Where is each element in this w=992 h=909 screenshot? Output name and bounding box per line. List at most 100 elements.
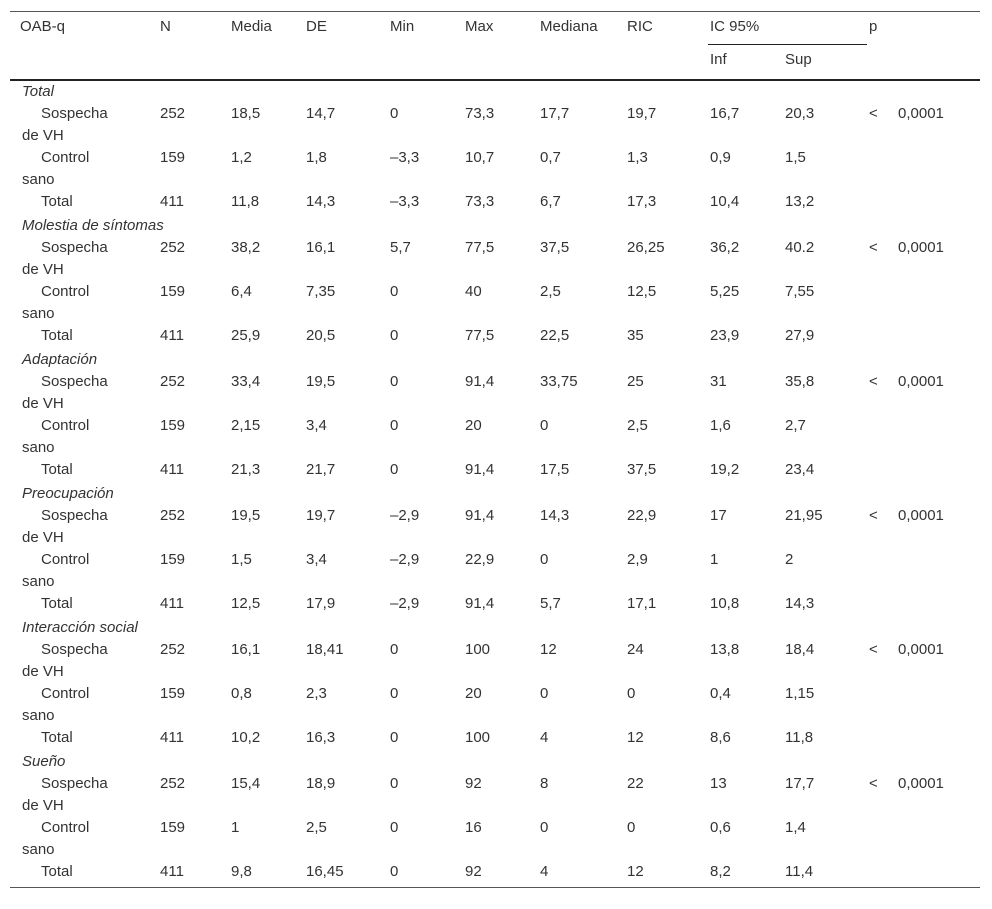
cell: 0 xyxy=(390,641,399,658)
cell: 0 xyxy=(627,685,636,702)
cell: 0 xyxy=(390,461,399,478)
cell: 23,4 xyxy=(785,461,815,478)
column-header: Inf xyxy=(710,51,727,68)
row-label-text: Control sano xyxy=(22,551,90,590)
row-label: Control sano xyxy=(10,147,158,191)
cell: 19,7 xyxy=(627,105,657,122)
cell: 18,4 xyxy=(785,641,815,658)
group-row: Molestia de síntomas xyxy=(10,215,980,237)
empty-cell xyxy=(896,549,980,593)
cell: 8 xyxy=(540,775,549,792)
cell: 7,35 xyxy=(306,283,336,300)
cell: 159 xyxy=(160,685,186,702)
cell: 17 xyxy=(710,507,727,524)
column-header: N xyxy=(158,11,229,80)
cell: 1,6 xyxy=(710,417,731,434)
cell: 16,45 xyxy=(304,861,388,888)
cell: 91,4 xyxy=(465,595,495,612)
empty-cell xyxy=(867,549,896,593)
cell: 100 xyxy=(465,641,491,658)
row-label: Control sano xyxy=(10,415,158,459)
row-label-text: Sospecha de VH xyxy=(22,641,108,680)
cell: 38,2 xyxy=(231,239,261,256)
row-label-text: Sospecha de VH xyxy=(22,507,108,546)
cell: 24 xyxy=(627,641,644,658)
empty-cell xyxy=(896,281,980,325)
cell: < xyxy=(869,105,878,122)
cell: 17,7 xyxy=(785,775,815,792)
cell: 1,2 xyxy=(231,149,252,166)
cell: 1,3 xyxy=(627,149,648,166)
data-row: Control sano 159 1 2,5 0 16 0 0 0,6 1,4 xyxy=(10,817,980,861)
cell: 18,5 xyxy=(231,105,261,122)
row-label: Sospecha de VH xyxy=(10,371,158,415)
row-label-text: Sospecha de VH xyxy=(22,239,108,278)
cell: –2,9 xyxy=(390,551,420,568)
empty-cell xyxy=(867,459,896,483)
empty-cell xyxy=(896,727,980,751)
empty-cell xyxy=(867,683,896,727)
row-label: Control sano xyxy=(10,281,158,325)
cell: 10,4 xyxy=(710,193,740,210)
cell: 2,3 xyxy=(306,685,327,702)
data-row: Total 411 11,8 14,3 –3,3 73,3 6,7 17,3 10,4 13,2 xyxy=(10,191,980,215)
column-header: p xyxy=(867,11,981,80)
group-row: Total xyxy=(10,80,980,103)
cell: 2,5 xyxy=(306,819,327,836)
cell: 20,3 xyxy=(785,105,815,122)
cell: 6,4 xyxy=(231,283,252,300)
cell: 0 xyxy=(390,685,399,702)
cell: 22,9 xyxy=(465,551,495,568)
empty-cell xyxy=(896,147,980,191)
data-row: Sospecha de VH 252 16,1 18,41 0 100 12 24 13,8 18… xyxy=(10,639,980,683)
cell: 3,4 xyxy=(306,551,327,568)
cell: 21,3 xyxy=(231,461,261,478)
cell: 5,7 xyxy=(540,595,561,612)
cell: 16 xyxy=(465,819,482,836)
cell: 19,5 xyxy=(231,507,261,524)
row-label: Total xyxy=(10,861,158,888)
empty-cell xyxy=(867,861,897,888)
cell: 0 xyxy=(390,327,399,344)
cell: 16,3 xyxy=(306,729,336,746)
column-header: Mediana xyxy=(538,11,625,80)
header-row: Inf Sup xyxy=(10,45,980,81)
cell: 22,9 xyxy=(627,507,657,524)
cell: 2,5 xyxy=(627,417,648,434)
cell: 17,7 xyxy=(540,105,570,122)
cell: 37,5 xyxy=(540,239,570,256)
column-header: Max xyxy=(463,11,538,80)
cell: 17,9 xyxy=(306,595,336,612)
cell: 252 xyxy=(160,239,186,256)
cell: 252 xyxy=(160,105,186,122)
row-label-text: Sospecha de VH xyxy=(22,105,108,144)
cell: 27,9 xyxy=(785,327,815,344)
cell: 0,0001 xyxy=(898,373,944,390)
cell: 14,3 xyxy=(540,507,570,524)
cell: 0 xyxy=(390,373,399,390)
empty-cell xyxy=(896,459,980,483)
row-label-text: Control sano xyxy=(22,819,90,858)
empty-cell xyxy=(896,861,981,888)
row-label: Control sano xyxy=(10,549,158,593)
cell: 0,0001 xyxy=(898,641,944,658)
row-label: Total xyxy=(10,191,158,215)
cell: 1 xyxy=(231,819,240,836)
cell: 1,15 xyxy=(785,685,815,702)
cell: 2,7 xyxy=(785,417,806,434)
cell: 73,3 xyxy=(465,193,495,210)
cell: –3,3 xyxy=(390,149,420,166)
cell: 92 xyxy=(463,861,538,888)
row-label-text: Control sano xyxy=(22,149,90,188)
cell: 159 xyxy=(160,819,186,836)
cell: 2,15 xyxy=(231,417,261,434)
cell: 411 xyxy=(160,327,184,344)
cell: 0,0001 xyxy=(898,239,944,256)
cell: 4 xyxy=(538,861,625,888)
cell: 26,25 xyxy=(627,239,665,256)
group-title: Adaptación xyxy=(22,351,98,368)
cell: 0 xyxy=(540,819,549,836)
row-label: Sospecha de VH xyxy=(10,639,158,683)
cell: 9,8 xyxy=(229,861,304,888)
empty-cell xyxy=(867,817,896,861)
